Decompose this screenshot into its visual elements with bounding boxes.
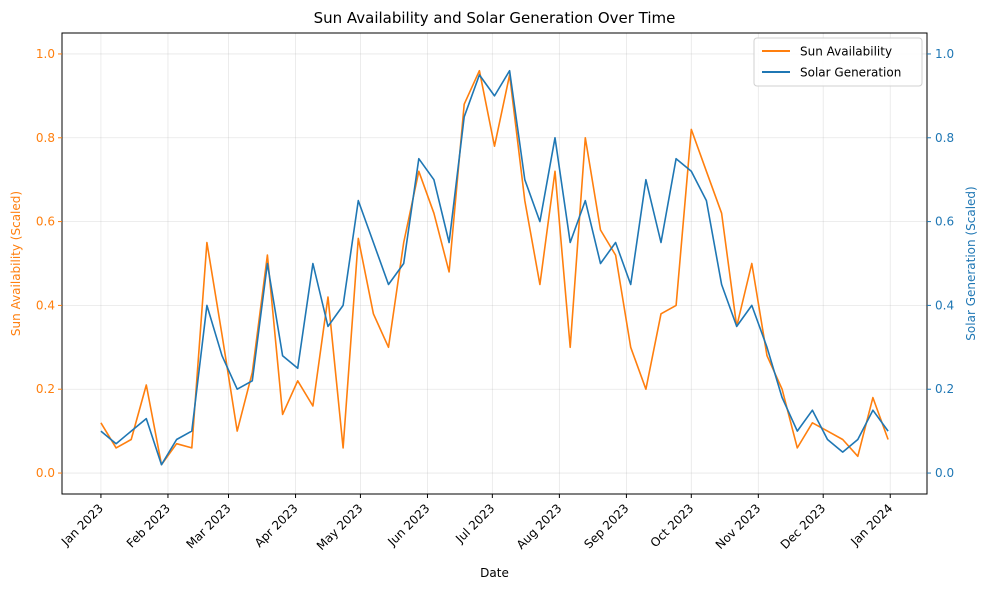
series-layer (100, 69, 889, 466)
y-axis-left-label: Sun Availability (Scaled) (9, 191, 23, 336)
y-left-tick-label: 0.6 (36, 215, 55, 229)
legend-box (753, 37, 923, 87)
y-left-tick-label: 0.4 (36, 298, 55, 312)
y-right-tick-label: 0.0 (935, 466, 954, 480)
x-axis-label: Date (480, 566, 509, 580)
y-left-tick-label: 0.0 (36, 466, 55, 480)
legend-label-solar: Solar Generation (800, 66, 901, 80)
y-right-tick-label: 0.8 (935, 131, 954, 145)
y-left-tick-label: 0.8 (36, 131, 55, 145)
y-axis-left: 0.0 0.2 0.4 0.6 0.8 1.0 (36, 47, 62, 480)
series-line-solar-generation (100, 69, 889, 466)
y-left-tick-label: 0.2 (36, 382, 55, 396)
y-right-tick-label: 0.6 (935, 215, 954, 229)
series-line-sun-availability (100, 69, 889, 466)
chart-title: Sun Availability and Solar Generation Ov… (314, 9, 676, 27)
y-right-tick-label: 0.4 (935, 298, 954, 312)
legend-label-sun: Sun Availability (800, 45, 892, 59)
grid-layer (62, 33, 927, 494)
y-right-tick-label: 0.2 (935, 382, 954, 396)
y-right-tick-label: 1.0 (935, 47, 954, 61)
y-axis-right: 0.0 0.2 0.4 0.6 0.8 1.0 (927, 47, 954, 480)
legend: Sun Availability Solar Generation (753, 37, 923, 87)
y-left-tick-label: 1.0 (36, 47, 55, 61)
y-axis-right-label: Solar Generation (Scaled) (964, 186, 978, 340)
plot-frame (61, 32, 928, 495)
